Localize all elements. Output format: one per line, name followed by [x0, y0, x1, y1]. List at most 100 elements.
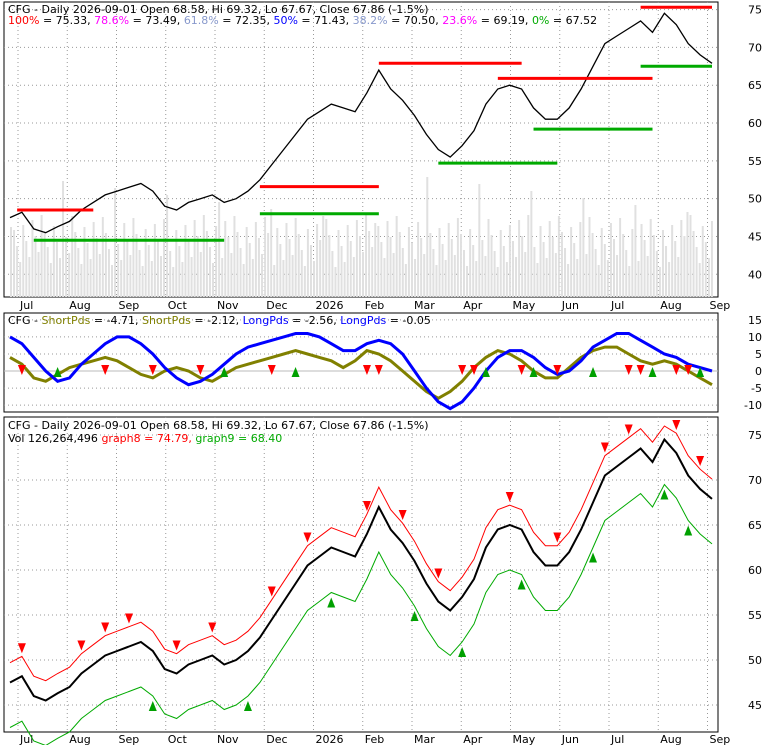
volume-bar — [441, 244, 444, 297]
sell-arrow — [458, 365, 467, 376]
volume-bar — [337, 230, 340, 297]
volume-bar — [612, 239, 615, 297]
buy-arrow — [410, 611, 419, 621]
volume-bar — [594, 249, 597, 297]
volume-bar — [227, 237, 230, 297]
volume-bar — [68, 253, 71, 297]
fib-level-value: = 67.52 — [549, 14, 597, 27]
volume-bar — [380, 242, 383, 297]
volume-bar — [101, 217, 104, 297]
volume-bar — [358, 236, 361, 297]
price-panel-ytick-label: 75 — [748, 4, 762, 17]
volume-bar — [643, 240, 646, 297]
sell-arrow — [553, 532, 562, 543]
volume-bar — [646, 256, 649, 297]
volume-bar — [374, 223, 377, 297]
volume-bar — [74, 232, 77, 297]
volume-bar — [371, 247, 374, 297]
volume-ma-panel-xtick-label: Sep — [710, 733, 731, 745]
buy-arrow — [660, 489, 669, 500]
volume-bar — [481, 240, 484, 297]
volume-bar — [392, 253, 395, 297]
volume-bar — [175, 230, 178, 297]
sell-arrow — [684, 365, 693, 376]
sell-arrow — [17, 365, 26, 376]
volume-ma-panel-xtick-label: Mar — [414, 733, 435, 745]
volume-ma-panel-xtick-label: Nov — [217, 733, 239, 745]
volume-bar — [655, 251, 658, 297]
buy-arrow — [648, 367, 657, 378]
volume-bar — [77, 248, 80, 297]
volume-bar — [13, 230, 16, 297]
volume-bar — [459, 234, 462, 297]
sell-arrow — [600, 442, 609, 453]
volume-bar — [285, 223, 288, 297]
buy-arrow — [220, 367, 229, 378]
volume-bar — [585, 254, 588, 297]
oscillator-title: CFG - ShortPds = -4.71, ShortPds = -2.12… — [8, 314, 431, 327]
price-panel-xtick-label: Aug — [69, 299, 90, 312]
volume-bar — [609, 223, 612, 297]
sell-arrow — [470, 365, 479, 376]
volume-bar — [472, 245, 475, 297]
volume-bar — [542, 242, 545, 297]
volume-bar — [701, 226, 704, 297]
price-panel-xtick-label: Aug — [660, 299, 681, 312]
volume-bar — [251, 259, 254, 297]
volume-bar — [114, 188, 117, 297]
fib-level-value: = 73.49, — [129, 14, 184, 27]
price-panel-xtick-label: Jun — [561, 299, 579, 312]
volume-bar — [368, 231, 371, 297]
legend-entry: Vol 126,264,496 — [8, 432, 101, 445]
volume-bar — [508, 225, 511, 297]
volume-bar — [16, 246, 19, 297]
volume-bar — [28, 257, 31, 297]
volume-bar — [25, 241, 28, 297]
fib-level-value: = 71.43, — [298, 14, 353, 27]
price-panel-frame — [3, 1, 719, 298]
price-series-line — [9, 12, 713, 234]
volume-bar — [560, 232, 563, 297]
volume-bar — [410, 243, 413, 297]
fib-level-value: = 70.50, — [388, 14, 443, 27]
volume-bar — [202, 215, 205, 297]
volume-bar — [622, 234, 625, 297]
fib-level-label: 61.8% — [184, 14, 219, 27]
volume-bar — [417, 222, 420, 297]
volume-bar — [163, 219, 166, 297]
price-panel-xtick-label: 2026 — [316, 299, 344, 312]
volume-ma-panel-ytick-label: 50 — [748, 654, 762, 667]
volume-bar — [395, 216, 398, 297]
volume-ma-panel-ytick-label: 45 — [748, 699, 762, 712]
volume-bar — [450, 239, 453, 297]
volume-bar — [683, 236, 686, 297]
volume-bar — [156, 240, 159, 297]
volume-bar — [319, 240, 322, 297]
sell-arrow — [434, 568, 443, 579]
volume-bar — [80, 264, 83, 297]
oscillator-series-name: ShortPds — [42, 314, 91, 327]
oscillator-series-value: = -2.56, — [289, 314, 341, 327]
fib-level-value: = 75.33, — [39, 14, 94, 27]
fib-level-value: = 69.19, — [477, 14, 532, 27]
volume-bar — [475, 261, 478, 297]
price-panel-xtick-label: Sep — [710, 299, 731, 312]
buy-arrow — [458, 647, 467, 657]
volume-bar — [212, 263, 215, 297]
short-period-line — [9, 345, 713, 401]
volume-bar — [456, 218, 459, 297]
volume-bar — [564, 248, 567, 297]
price-panel-ytick-label: 60 — [748, 117, 762, 130]
price-panel-xtick-label: Dec — [266, 299, 287, 312]
volume-bar — [215, 226, 218, 297]
volume-bar — [499, 230, 502, 297]
volume-bar — [674, 241, 677, 297]
volume-bar — [698, 263, 701, 297]
volume-ma-legend: Vol 126,264,496 graph8 = 74.79, graph9 =… — [8, 432, 282, 445]
volume-ma-panel-ytick-label: 60 — [748, 564, 762, 577]
volume-bar — [453, 255, 456, 297]
volume-bar — [444, 260, 447, 297]
volume-bar — [597, 265, 600, 297]
volume-bar — [362, 252, 364, 297]
volume-bar — [150, 261, 153, 297]
